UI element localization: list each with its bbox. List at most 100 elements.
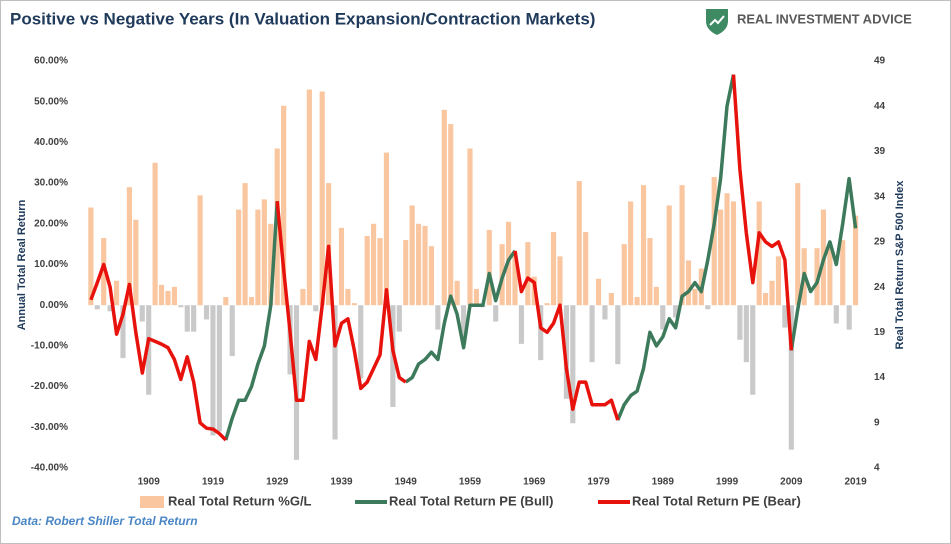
x-tick-label: 1929 — [266, 477, 289, 488]
y2-tick-label: 19 — [874, 327, 886, 338]
bar — [840, 240, 846, 306]
y-tick-label: 20.00% — [34, 218, 68, 229]
bar — [576, 181, 582, 306]
bar — [750, 305, 756, 395]
bar — [101, 238, 107, 306]
bar — [775, 256, 782, 306]
bar — [300, 288, 306, 306]
bar — [692, 288, 698, 306]
y2-tick-label: 14 — [874, 372, 886, 383]
logo-arrow — [709, 15, 725, 26]
bar — [595, 278, 602, 306]
bar — [364, 236, 370, 306]
bar — [242, 183, 248, 306]
bar — [833, 305, 839, 324]
bar — [268, 223, 274, 306]
bar — [756, 201, 762, 306]
bar — [653, 286, 659, 306]
bar — [743, 305, 749, 363]
legend-item: Real Total Return %G/L — [140, 493, 312, 508]
bar — [396, 305, 402, 332]
bar — [319, 91, 325, 306]
source-note: Data: Robert Shiller Total Return — [12, 514, 198, 528]
y2-axis-title: Real Total Return S&P 500 Index — [894, 180, 906, 350]
bar — [441, 109, 447, 306]
x-tick-label: 1919 — [202, 477, 225, 488]
bar — [178, 305, 184, 308]
bar — [255, 209, 261, 306]
x-tick-label: 2009 — [780, 477, 803, 488]
bar — [158, 284, 165, 306]
y-tick-label: -30.00% — [31, 422, 68, 433]
logo-text: REAL INVESTMENT ADVICE — [737, 11, 912, 26]
y2-tick-label: 24 — [874, 282, 886, 293]
y-tick-label: 30.00% — [34, 178, 68, 189]
bar — [621, 244, 627, 306]
bar — [345, 288, 351, 306]
bar — [261, 199, 267, 306]
x-tick-label: 1939 — [330, 477, 353, 488]
bar — [461, 305, 467, 344]
bar — [538, 305, 544, 361]
y-axis-title: Annual Total Real Return — [16, 199, 28, 330]
bar — [197, 195, 203, 306]
legend-item: Real Total Return PE (Bear) — [598, 493, 801, 508]
legend-label: Real Total Return %G/L — [168, 493, 312, 508]
bar — [853, 215, 859, 306]
bar — [493, 305, 499, 322]
y-tick-label: -40.00% — [31, 463, 68, 474]
bar — [589, 305, 595, 363]
y-tick-label: 0.00% — [40, 300, 68, 311]
bar — [788, 305, 794, 450]
y-tick-label: 50.00% — [34, 96, 68, 107]
bar — [685, 260, 692, 306]
bar — [763, 292, 769, 306]
y2-tick-label: 49 — [874, 56, 886, 67]
bar — [628, 201, 634, 306]
bar — [229, 305, 235, 357]
bar — [191, 305, 197, 332]
bar — [152, 162, 158, 306]
bar — [795, 183, 801, 306]
bar — [313, 305, 319, 312]
bar — [846, 305, 852, 330]
y2-tick-label: 4 — [874, 463, 880, 474]
bar — [107, 305, 113, 312]
bar — [827, 248, 833, 306]
line — [89, 74, 794, 442]
bar — [403, 240, 409, 306]
y2-tick-label: 39 — [874, 146, 886, 157]
bar — [769, 280, 775, 306]
bar — [724, 193, 730, 306]
bar — [486, 229, 492, 306]
bar — [660, 305, 666, 330]
bar — [608, 292, 614, 306]
bar — [236, 209, 242, 306]
x-tick-label: 1979 — [587, 477, 610, 488]
x-tick-label: 1959 — [459, 477, 482, 488]
bar — [666, 205, 672, 306]
bar — [120, 305, 126, 359]
bar — [223, 297, 229, 306]
bar — [113, 280, 120, 306]
bar — [673, 305, 679, 318]
y-tick-label: 60.00% — [34, 56, 68, 67]
bar — [139, 305, 145, 322]
bar — [557, 256, 563, 306]
x-tick-label: 1989 — [652, 477, 675, 488]
bar — [171, 286, 177, 306]
bar — [473, 288, 479, 306]
bar — [467, 148, 473, 306]
y2-tick-label: 29 — [874, 237, 886, 248]
chart-title: Positive vs Negative Years (In Valuation… — [10, 9, 595, 28]
x-tick-label: 1999 — [716, 477, 739, 488]
bar — [210, 305, 216, 436]
bar — [126, 187, 132, 306]
bar — [718, 209, 724, 306]
bar — [94, 305, 100, 310]
y2-tick-label: 34 — [874, 191, 886, 202]
bar — [705, 305, 711, 310]
